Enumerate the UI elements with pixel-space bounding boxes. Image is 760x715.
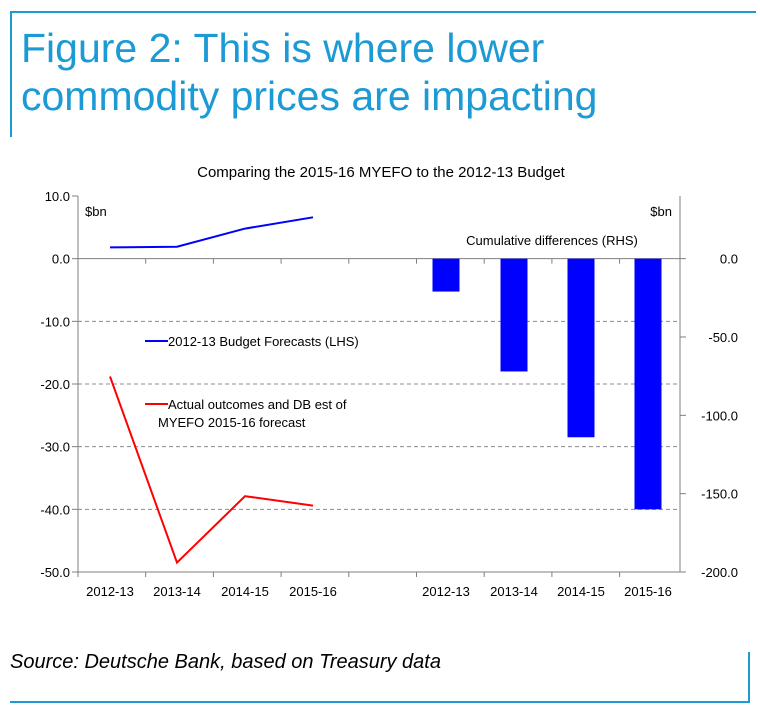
lhs-category-label-3: 2015-16 (289, 584, 337, 599)
header-frame-top (10, 11, 756, 13)
series-line-1 (109, 376, 314, 565)
series-line-0 (109, 216, 314, 249)
footer-frame-right (748, 652, 750, 702)
lhs-tick-label-0: 10.0 (45, 189, 70, 204)
legend-label-budget: 2012-13 Budget Forecasts (LHS) (168, 334, 359, 349)
rhs-tick-label-0: 0.0 (720, 252, 738, 267)
lhs-category-label-0: 2012-13 (86, 584, 134, 599)
bar-0 (432, 258, 460, 292)
headline-line-2: commodity prices are impacting (21, 73, 598, 119)
rhs-series-label: Cumulative differences (RHS) (466, 233, 638, 248)
lhs-tick-label-6: -50.0 (40, 565, 70, 580)
legend-label-actual: Actual outcomes and DB est of MYEFO 2015-… (158, 397, 347, 430)
lhs-unit-label: $bn (85, 204, 107, 219)
legend-label-actual-line-1: MYEFO 2015-16 forecast (158, 415, 306, 430)
chart-svg: Comparing the 2015-16 MYEFO to the 2012-… (40, 164, 738, 599)
bar-1 (500, 258, 528, 372)
source-note: Source: Deutsche Bank, based on Treasury… (10, 651, 441, 673)
rhs-category-label-0: 2012-13 (422, 584, 470, 599)
footer-frame-bottom (10, 701, 750, 703)
rhs-tick-label-2: -100.0 (701, 408, 738, 423)
rhs-tick-label-3: -150.0 (701, 487, 738, 502)
figure-headline: Figure 2: This is where lower commodity … (21, 24, 597, 120)
lhs-tick-label-2: -10.0 (40, 314, 70, 329)
legend-label-actual-line-0: Actual outcomes and DB est of (168, 397, 347, 412)
rhs-tick-label-4: -200.0 (701, 565, 738, 580)
headline-line-1: Figure 2: This is where lower (21, 25, 545, 71)
rhs-unit-label: $bn (650, 204, 672, 219)
rhs-category-label-2: 2014-15 (557, 584, 605, 599)
lhs-category-label-2: 2014-15 (221, 584, 269, 599)
bar-2 (567, 258, 595, 438)
chart-title: Comparing the 2015-16 MYEFO to the 2012-… (197, 164, 566, 181)
lhs-category-label-1: 2013-14 (153, 584, 201, 599)
lhs-tick-label-3: -20.0 (40, 377, 70, 392)
header-frame-left (10, 11, 12, 137)
rhs-category-label-1: 2013-14 (490, 584, 538, 599)
rhs-tick-label-1: -50.0 (708, 330, 738, 345)
lhs-tick-label-4: -30.0 (40, 440, 70, 455)
rhs-category-label-3: 2015-16 (624, 584, 672, 599)
lhs-tick-label-1: 0.0 (52, 252, 70, 267)
bar-3 (634, 258, 662, 510)
lhs-tick-label-5: -40.0 (40, 502, 70, 517)
